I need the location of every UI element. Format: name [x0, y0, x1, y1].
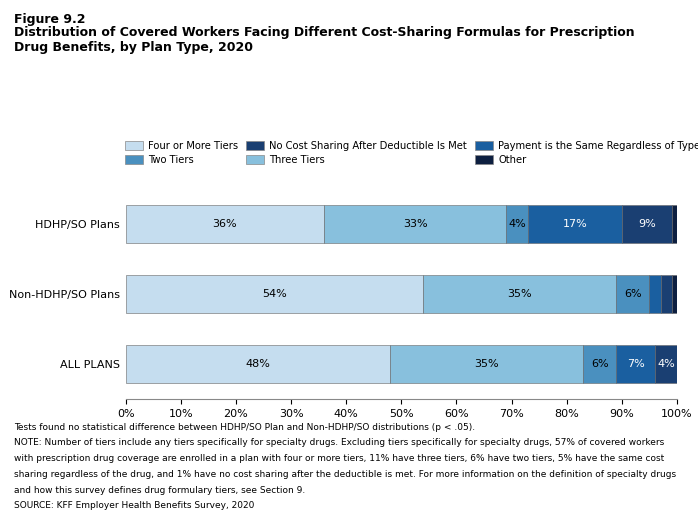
- Bar: [126, 275, 424, 313]
- Bar: [528, 205, 622, 243]
- Bar: [390, 345, 584, 383]
- Bar: [584, 345, 616, 383]
- Text: and how this survey defines drug formulary tiers, see Section 9.: and how this survey defines drug formula…: [14, 486, 305, 495]
- Text: 17%: 17%: [563, 219, 588, 229]
- Text: 35%: 35%: [507, 289, 532, 299]
- Text: 6%: 6%: [624, 289, 641, 299]
- Bar: [324, 205, 506, 243]
- Text: 48%: 48%: [246, 359, 270, 369]
- Bar: [671, 205, 677, 243]
- Bar: [622, 205, 671, 243]
- Bar: [671, 275, 677, 313]
- Text: sharing regardless of the drug, and 1% have no cost sharing after the deductible: sharing regardless of the drug, and 1% h…: [14, 470, 676, 479]
- Text: with prescription drug coverage are enrolled in a plan with four or more tiers, : with prescription drug coverage are enro…: [14, 454, 664, 463]
- Bar: [616, 345, 655, 383]
- Text: 9%: 9%: [638, 219, 655, 229]
- Text: 36%: 36%: [213, 219, 237, 229]
- Bar: [660, 275, 671, 313]
- Bar: [506, 205, 528, 243]
- Bar: [649, 275, 660, 313]
- Text: 35%: 35%: [475, 359, 499, 369]
- Bar: [616, 275, 649, 313]
- Text: Figure 9.2: Figure 9.2: [14, 13, 85, 26]
- Bar: [424, 275, 616, 313]
- Bar: [655, 345, 677, 383]
- Text: SOURCE: KFF Employer Health Benefits Survey, 2020: SOURCE: KFF Employer Health Benefits Sur…: [14, 501, 254, 510]
- Bar: [126, 205, 324, 243]
- Bar: [126, 345, 390, 383]
- Text: 4%: 4%: [657, 359, 675, 369]
- Text: 33%: 33%: [403, 219, 427, 229]
- Text: 4%: 4%: [508, 219, 526, 229]
- Text: Distribution of Covered Workers Facing Different Cost-Sharing Formulas for Presc: Distribution of Covered Workers Facing D…: [14, 26, 634, 39]
- Text: Drug Benefits, by Plan Type, 2020: Drug Benefits, by Plan Type, 2020: [14, 41, 253, 54]
- Text: 54%: 54%: [262, 289, 287, 299]
- Text: 7%: 7%: [627, 359, 644, 369]
- Text: Tests found no statistical difference between HDHP/SO Plan and Non-HDHP/SO distr: Tests found no statistical difference be…: [14, 423, 475, 432]
- Text: 6%: 6%: [591, 359, 609, 369]
- Legend: Four or More Tiers, Two Tiers, No Cost Sharing After Deductible Is Met, Three Ti: Four or More Tiers, Two Tiers, No Cost S…: [125, 141, 698, 165]
- Text: NOTE: Number of tiers include any tiers specifically for specialty drugs. Exclud: NOTE: Number of tiers include any tiers …: [14, 438, 664, 447]
